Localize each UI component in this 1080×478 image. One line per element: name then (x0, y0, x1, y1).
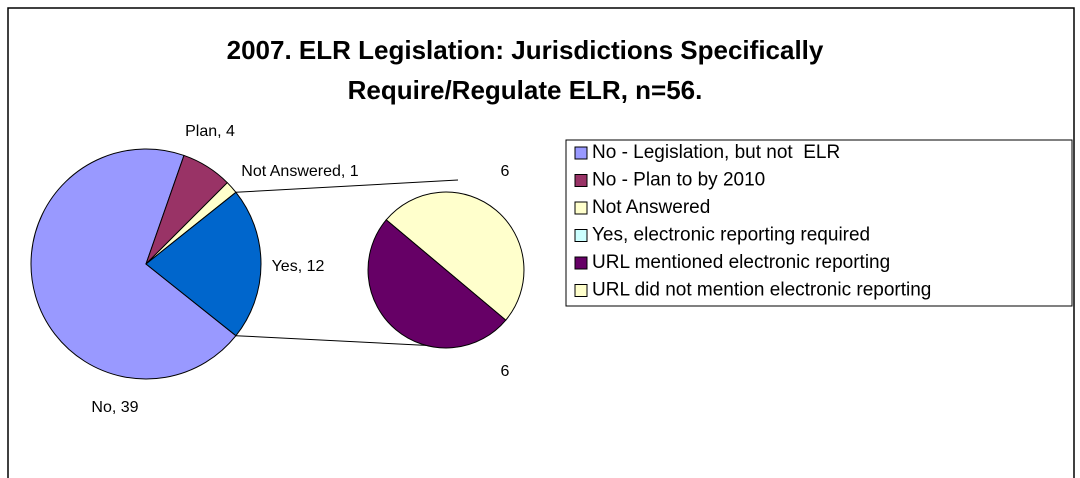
legend-label: Not Answered (592, 197, 710, 218)
chart-title: Require/Regulate ELR, n=56. (348, 75, 703, 105)
legend-box (565, 139, 1073, 307)
pie-slice (145, 191, 262, 337)
legend-label: URL mentioned electronic reporting (592, 252, 890, 273)
legend-swatch (574, 256, 588, 270)
legend-swatch (574, 284, 588, 297)
legend-swatch (574, 229, 588, 242)
connector-line (235, 179, 459, 193)
data-label: 6 (501, 163, 510, 180)
legend-swatch (574, 201, 588, 215)
connector-line (235, 335, 459, 348)
legend-label: No - Legislation, but not ELR (592, 142, 840, 163)
data-label: No, 39 (91, 399, 138, 416)
data-label: Yes, 12 (272, 258, 325, 275)
data-label: Not Answered, 1 (241, 163, 359, 180)
legend-label: Yes, electronic reporting required (592, 225, 870, 246)
legend-label: URL did not mention electronic reporting (592, 280, 931, 301)
data-label: Plan, 4 (185, 123, 235, 140)
pie-slice (367, 219, 507, 349)
data-label: 6 (501, 363, 510, 380)
legend-swatch (574, 146, 588, 160)
legend-label: No - Plan to by 2010 (592, 170, 765, 191)
legend-swatch (574, 174, 588, 187)
pie-slice (385, 191, 525, 321)
chart-title: 2007. ELR Legislation: Jurisdictions Spe… (227, 35, 824, 65)
pie-slice (30, 148, 237, 380)
